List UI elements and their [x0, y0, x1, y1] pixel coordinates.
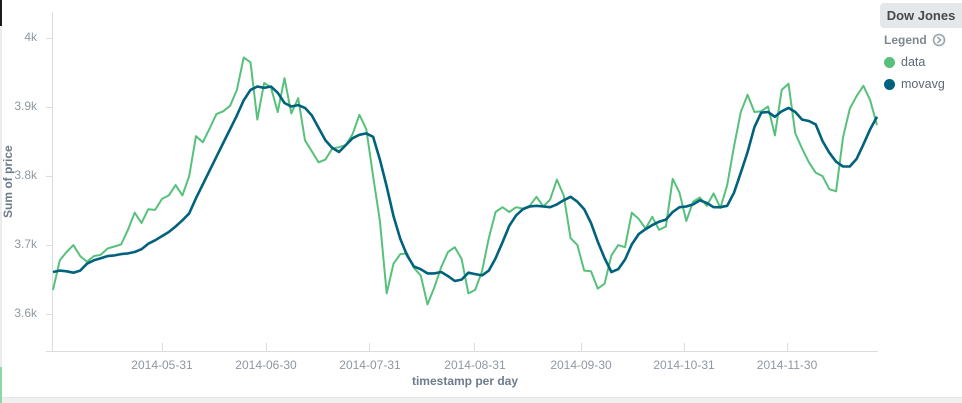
x-tick-mark [265, 343, 267, 351]
x-tick-mark [786, 343, 788, 351]
bottom-divider-bar [2, 397, 962, 403]
legend-item-label: data [901, 55, 926, 69]
x-axis-line [52, 351, 878, 352]
x-tick-label: 2014-10-31 [653, 358, 715, 372]
legend-item-label: movavg [901, 77, 945, 91]
left-edge-black-strip [0, 0, 2, 26]
y-tick-label: 3.9k [14, 99, 37, 114]
legend-header-label: Legend [884, 33, 927, 47]
left-edge-gray-strip [0, 26, 2, 367]
x-tick-label: 2014-08-31 [444, 358, 506, 372]
x-tick-label: 2014-07-31 [339, 358, 401, 372]
legend-items: data movavg [884, 55, 962, 91]
x-tick-mark [369, 343, 371, 351]
y-tick-label: 3.7k [14, 237, 37, 252]
legend-item-movavg[interactable]: movavg [884, 77, 962, 91]
x-tick-label: 2014-09-30 [550, 358, 612, 372]
y-tick-mark [46, 107, 52, 109]
legend-color-dot [884, 78, 895, 90]
y-tick-mark [46, 314, 52, 316]
left-edge-green-strip [0, 367, 2, 403]
x-tick-mark [683, 343, 685, 351]
panel-title: Dow Jones [880, 3, 962, 28]
x-axis-title: timestamp per day [411, 374, 519, 388]
y-tick-mark [46, 176, 52, 178]
x-tick-label: 2014-11-30 [756, 358, 818, 372]
legend-item-data[interactable]: data [884, 55, 962, 69]
y-tick-label: 4k [24, 30, 37, 45]
y-tick-mark [46, 38, 52, 40]
legend-color-dot [884, 56, 895, 68]
legend-toggle[interactable]: Legend [884, 33, 962, 47]
legend: Legend data movavg [884, 33, 962, 91]
y-tick-label: 3.8k [14, 168, 37, 183]
x-tick-label: 2014-05-31 [131, 358, 193, 372]
chart-plot-area[interactable] [53, 12, 877, 352]
arrow-circle-right-icon[interactable] [932, 33, 946, 47]
x-tick-label: 2014-06-30 [235, 358, 297, 372]
y-tick-mark [46, 245, 52, 247]
y-axis-bottom-tick [46, 351, 52, 352]
y-axis-title: Sum of price [1, 145, 15, 219]
x-tick-mark [161, 343, 163, 351]
y-tick-label: 3.6k [14, 306, 37, 321]
x-tick-mark [580, 343, 582, 351]
x-tick-mark [474, 343, 476, 351]
